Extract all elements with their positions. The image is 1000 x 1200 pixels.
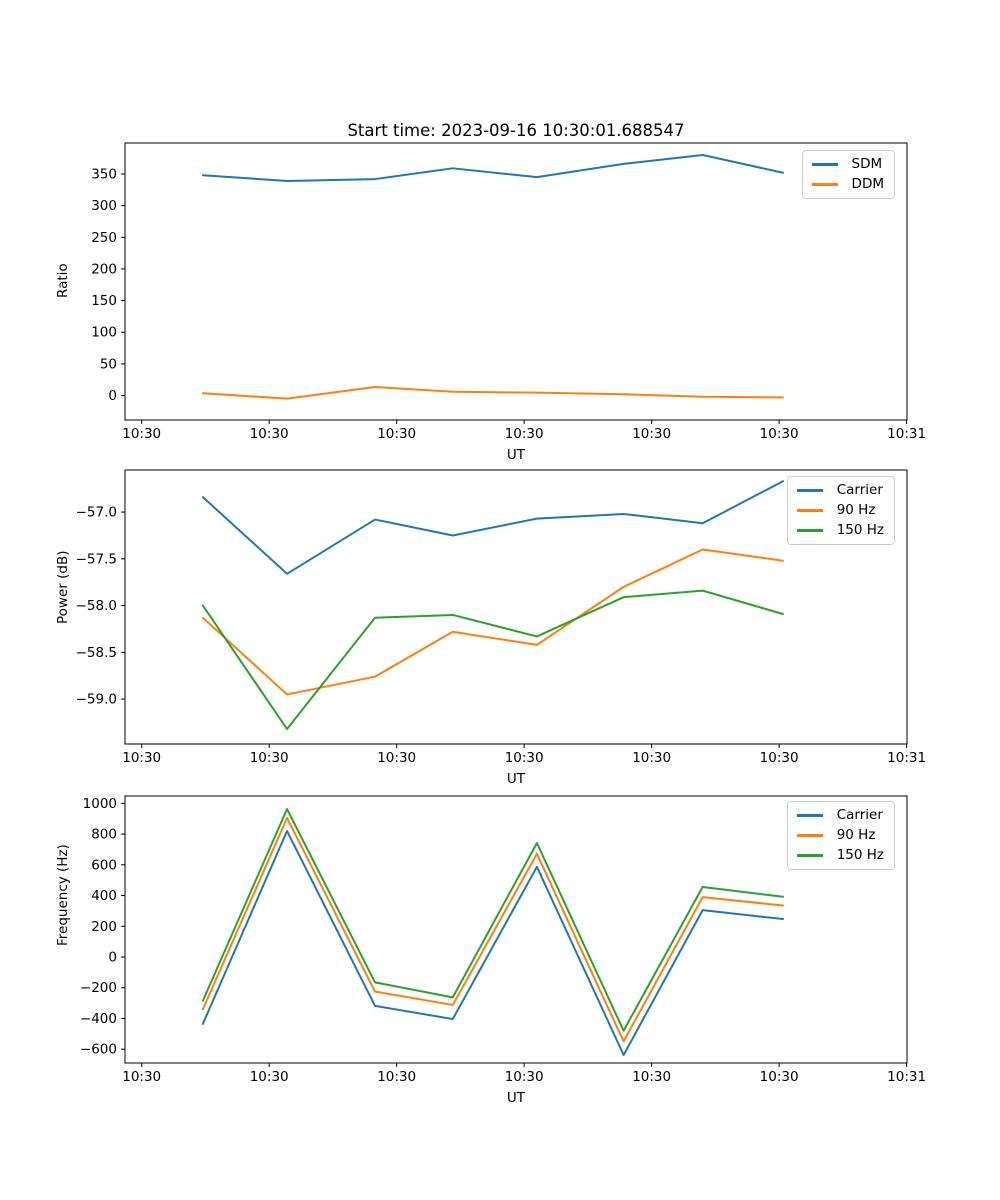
- x-tick-label: 10:30: [760, 750, 799, 766]
- legend-item-150-hz: 150 Hz: [796, 521, 884, 539]
- y-tick-label: −58.5: [76, 645, 117, 661]
- y-axis-ticks: 1000 800 600 400 200 0 −200 −400 −600: [80, 796, 125, 1058]
- x-tick-label: 10:30: [505, 1069, 544, 1085]
- frequency-chart-legend: Carrier 90 Hz 150 Hz: [786, 801, 895, 870]
- figure-title: Start time: 2023-09-16 10:30:01.688547: [347, 121, 685, 140]
- frequency-chart-plot: 10:30 10:30 10:30 10:30 10:30 10:30 10:31 1000 8…: [80, 795, 926, 1106]
- x-tick-label: 10:30: [377, 426, 416, 442]
- ratio-chart-plot: 10:30 10:30 10:30 10:30 10:30 10:30 10:31 350 30…: [91, 142, 926, 463]
- x-tick-label: 10:30: [760, 1069, 799, 1085]
- x-tick-label: 10:30: [760, 426, 799, 442]
- legend-line-sample: [796, 489, 823, 492]
- legend-item-ddm: DDM: [811, 175, 884, 193]
- series-line-ddm: [201, 385, 784, 400]
- y-tick-label: −400: [80, 1011, 117, 1027]
- legend-line-sample: [796, 509, 823, 512]
- series-line-90-hz: [201, 548, 784, 696]
- legend-label: DDM: [851, 175, 884, 192]
- x-tick-label: 10:30: [250, 1069, 289, 1085]
- y-tick-label: 150: [91, 293, 117, 309]
- y-tick-label: −200: [80, 980, 117, 996]
- legend-item-150-hz: 150 Hz: [796, 846, 884, 864]
- legend-line-sample: [796, 854, 823, 857]
- y-tick-label: 200: [91, 919, 117, 935]
- power-chart-legend: Carrier 90 Hz 150 Hz: [786, 476, 895, 545]
- x-axis-label: UT: [507, 1090, 526, 1106]
- legend-item-carrier: Carrier: [796, 481, 884, 499]
- series-line-sdm: [201, 154, 784, 182]
- power-chart-plot: 10:30 10:30 10:30 10:30 10:30 10:30 10:31 −57.0…: [76, 469, 926, 787]
- series-line-90-hz: [201, 816, 784, 1043]
- x-axis-ticks: 10:30 10:30 10:30 10:30 10:30 10:30 10:31: [122, 420, 926, 442]
- y-tick-label: 250: [91, 230, 117, 246]
- y-tick-label: 1000: [83, 796, 117, 812]
- x-tick-label: 10:31: [887, 426, 926, 442]
- x-tick-label: 10:30: [250, 750, 289, 766]
- y-tick-label: −600: [80, 1042, 117, 1058]
- legend-label: 90 Hz: [836, 826, 876, 843]
- ratio-chart-legend: SDM DDM: [801, 150, 895, 199]
- series-line-150-hz: [201, 808, 784, 1032]
- x-tick-label: 10:30: [377, 750, 416, 766]
- y-tick-label: 350: [91, 167, 117, 183]
- x-tick-label: 10:31: [887, 1069, 926, 1085]
- axes-frame: [124, 142, 908, 421]
- y-tick-label: 100: [91, 325, 117, 341]
- axes-frame: [124, 469, 908, 745]
- legend-label: SDM: [851, 155, 883, 172]
- y-axis-ticks: −57.0 −57.5 −58.0 −58.5 −59.0: [76, 505, 125, 708]
- x-tick-label: 10:30: [632, 426, 671, 442]
- x-tick-label: 10:31: [887, 750, 926, 766]
- series-line-carrier: [201, 480, 784, 575]
- y-tick-label: 800: [91, 827, 117, 843]
- x-tick-label: 10:30: [122, 1069, 161, 1085]
- x-tick-label: 10:30: [505, 426, 544, 442]
- series-line-150-hz: [201, 589, 784, 731]
- x-axis-label: UT: [507, 447, 526, 463]
- legend-label: Carrier: [836, 806, 883, 823]
- legend-label: 150 Hz: [836, 846, 884, 863]
- x-axis-ticks: 10:30 10:30 10:30 10:30 10:30 10:30 10:31: [122, 744, 926, 766]
- x-tick-label: 10:30: [122, 750, 161, 766]
- legend-line-sample: [796, 814, 823, 817]
- x-axis-ticks: 10:30 10:30 10:30 10:30 10:30 10:30 10:31: [122, 1063, 926, 1085]
- legend-label: 150 Hz: [836, 521, 884, 538]
- legend-line-sample: [811, 163, 838, 166]
- y-tick-label: −59.0: [76, 692, 117, 708]
- legend-item-90-hz: 90 Hz: [796, 826, 884, 844]
- y-tick-label: 400: [91, 888, 117, 904]
- legend-item-90-hz: 90 Hz: [796, 501, 884, 519]
- y-axis-ticks: 350 300 250 200 150 100 50 0: [91, 167, 125, 404]
- legend-line-sample: [796, 529, 823, 532]
- x-tick-label: 10:30: [250, 426, 289, 442]
- axes-frame: [124, 795, 908, 1064]
- y-tick-label: 200: [91, 261, 117, 277]
- y-tick-label: 600: [91, 857, 117, 873]
- y-tick-label: 0: [108, 949, 117, 965]
- y-tick-label: −58.0: [76, 598, 117, 614]
- y-tick-label: −57.5: [76, 551, 117, 567]
- y-tick-label: 0: [108, 388, 117, 404]
- x-tick-label: 10:30: [122, 426, 161, 442]
- legend-item-sdm: SDM: [811, 155, 884, 173]
- x-tick-label: 10:30: [505, 750, 544, 766]
- x-tick-label: 10:30: [632, 750, 671, 766]
- y-tick-label: 300: [91, 198, 117, 214]
- legend-label: 90 Hz: [836, 501, 876, 518]
- legend-label: Carrier: [836, 481, 883, 498]
- x-tick-label: 10:30: [377, 1069, 416, 1085]
- legend-line-sample: [811, 183, 838, 186]
- legend-line-sample: [796, 834, 823, 837]
- x-tick-label: 10:30: [632, 1069, 671, 1085]
- y-tick-label: 50: [100, 356, 117, 372]
- y-tick-label: −57.0: [76, 505, 117, 521]
- series-line-carrier: [201, 830, 784, 1057]
- x-axis-label: UT: [507, 771, 526, 787]
- legend-item-carrier: Carrier: [796, 806, 884, 824]
